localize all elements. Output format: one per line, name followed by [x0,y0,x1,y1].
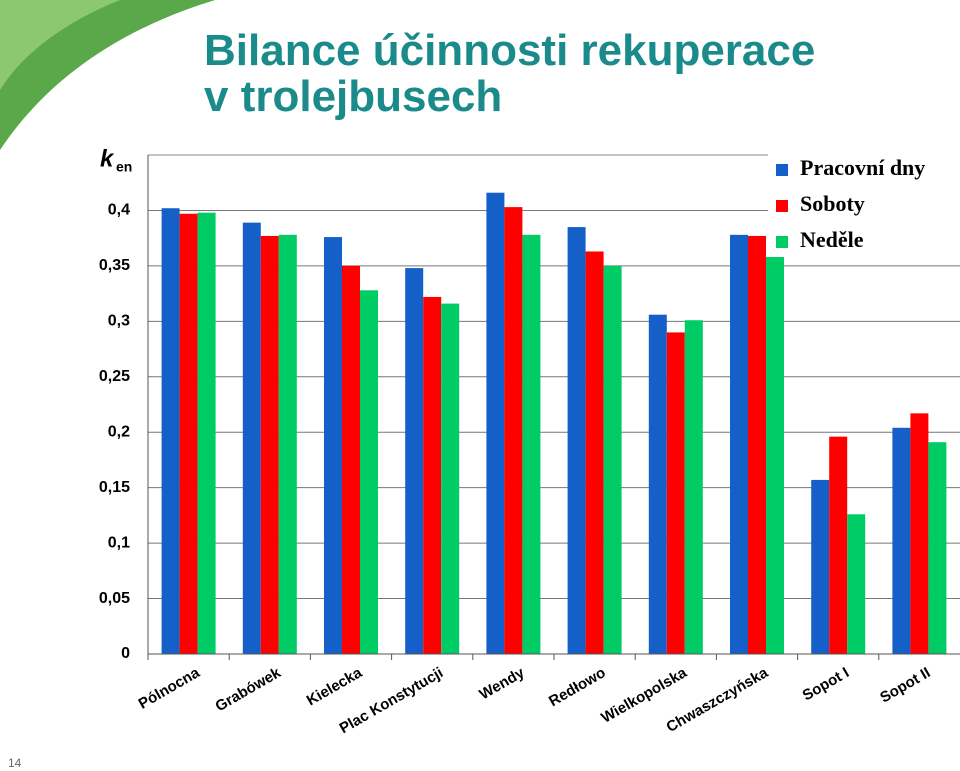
y-axis-label-sub: en [116,159,132,175]
legend-label: Pracovní dny [800,155,925,180]
bar [522,234,541,654]
bar [567,227,586,655]
bar [603,265,622,654]
bar [278,234,297,654]
bar [161,208,180,654]
bar [928,442,947,654]
bar [829,436,848,654]
bar [486,192,505,655]
y-tick-label: 0,15 [99,479,130,496]
x-tick-label: Pólnocna [136,664,204,713]
bar [260,235,279,654]
x-tick-label: Kielecka [304,664,366,709]
bar [666,332,685,654]
decoration [0,0,215,150]
x-tick-label: Redłowo [546,664,609,710]
bar [847,514,866,654]
bar [504,207,523,654]
bar [684,320,703,654]
x-tick-label: Sopot II [877,664,933,706]
bar [910,413,929,654]
y-tick-label: 0,05 [99,590,130,607]
y-tick-label: 0,3 [108,313,130,330]
bar [405,268,424,654]
legend-marker [776,236,788,248]
y-tick-label: 0,35 [99,257,130,274]
legend-label: Soboty [800,191,865,216]
y-tick-label: 0,2 [108,423,130,440]
x-tick-label: Wendy [477,664,528,703]
bar [342,265,360,654]
bar [766,257,784,654]
y-tick-label: 0,1 [108,534,130,551]
y-tick-label: 0 [121,645,130,662]
bar [423,296,442,654]
legend-marker [776,164,788,176]
bar [179,213,198,654]
bar [324,237,342,654]
y-axis-label: k [100,145,115,172]
bar [648,314,667,654]
y-tick-label: 0,25 [99,368,130,385]
bar [197,212,216,654]
bar [360,290,378,654]
bar [585,251,604,654]
legend-marker [776,200,788,212]
legend-box [768,150,960,256]
bar [748,235,766,654]
legend-label: Neděle [800,227,864,252]
x-tick-label: Sopot I [800,664,853,704]
bar [811,479,830,654]
bar [892,427,911,654]
y-tick-label: 0,4 [108,202,130,219]
bar [242,222,261,655]
x-tick-label: Grabówek [212,664,284,715]
decoration [0,0,120,90]
page-number: 14 [8,756,22,770]
slide-title: Bilance účinnosti rekuperace v trolejbus… [204,26,816,121]
bar [441,303,460,654]
bar [730,234,748,654]
